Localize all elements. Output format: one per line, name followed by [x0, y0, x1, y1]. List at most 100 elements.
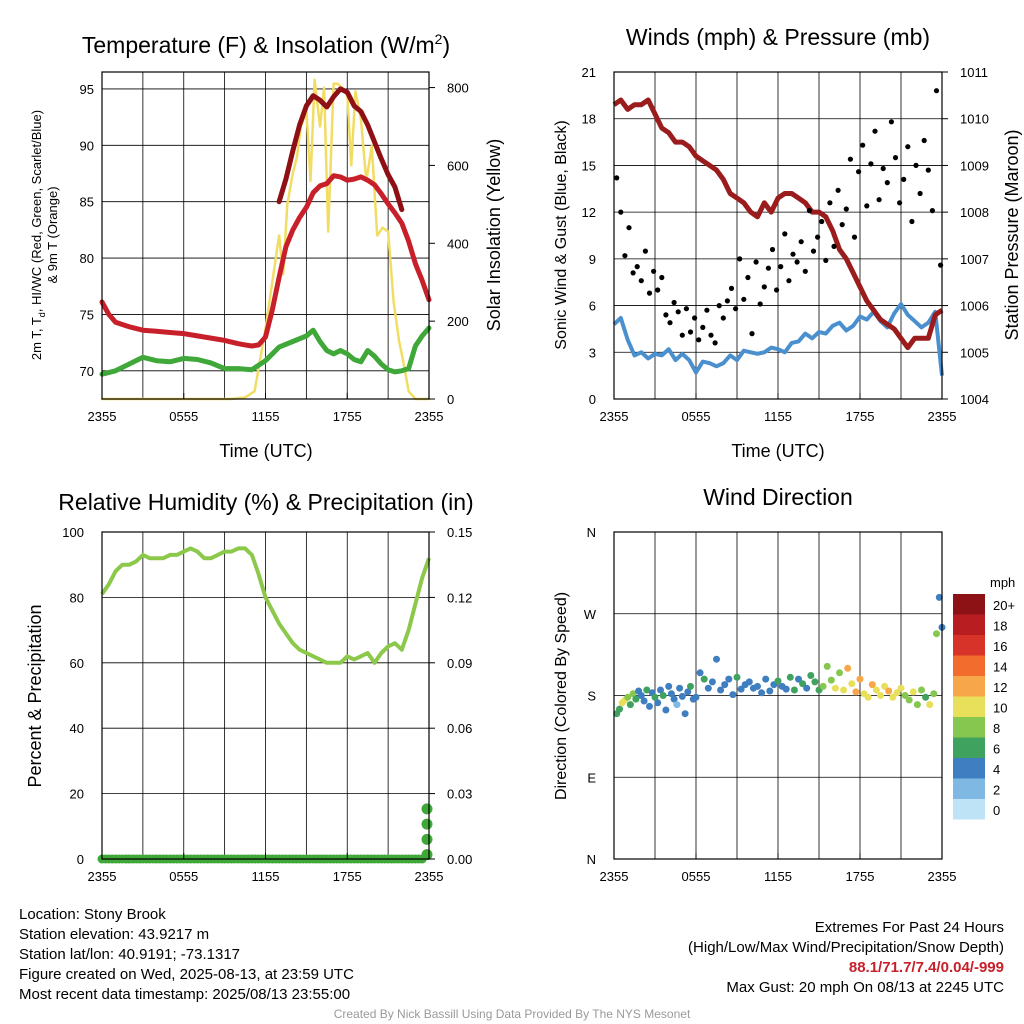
wind-direction-point: [901, 692, 909, 699]
temperature-panel-title: Temperature (F) & Insolation (W/m2): [82, 31, 450, 58]
gust-point: [884, 180, 890, 186]
x-tick-label: 2355: [928, 869, 957, 884]
gust-point: [802, 268, 808, 274]
winds-y-axis-label: Sonic Wind & Gust (Blue, Black): [553, 120, 570, 349]
humidity-series: [97, 546, 433, 864]
wind-direction-point: [926, 701, 934, 709]
wind-direction-point: [626, 701, 634, 709]
gust-point: [728, 285, 735, 291]
wind-direction-point: [646, 702, 653, 710]
wind-direction-point: [640, 697, 648, 705]
temperature-series-line: [99, 173, 432, 349]
temperature-series: [99, 78, 432, 401]
legend-label: 0: [993, 803, 1000, 818]
humidity-panel: Relative Humidity (%) & Precipitation (i…: [25, 489, 474, 884]
x-tick-label: 2355: [928, 409, 957, 424]
x-tick-label: 1755: [846, 869, 875, 884]
x-tick-label: 1155: [252, 869, 280, 884]
gust-point: [757, 301, 763, 307]
y2-tick-label: 600: [447, 158, 469, 173]
gust-point: [929, 208, 936, 214]
y2-tick-label: 1011: [960, 65, 988, 80]
y2-tick-label: 1010: [960, 112, 989, 127]
temperature-series-line: [100, 78, 431, 401]
wind-direction-point: [665, 682, 673, 690]
gust-point: [819, 218, 825, 225]
gust-point: [675, 309, 681, 315]
wind-direction-point: [667, 690, 675, 698]
gust-point: [630, 270, 636, 276]
gust-point: [614, 175, 620, 181]
wind-direction-point: [725, 675, 733, 683]
gust-point: [655, 287, 661, 293]
legend-label: 12: [993, 680, 1007, 695]
humidity-panel-title: Relative Humidity (%) & Precipitation (i…: [58, 489, 473, 515]
y-tick-label: 0: [77, 852, 84, 867]
gust-point: [765, 265, 772, 271]
gust-point: [712, 340, 718, 346]
humidity-ticks: 2355 0555 1155 1755 2355 0 20 40 60 80 100 0.00 0.03…: [62, 525, 472, 884]
extremes-subtitle: (High/Low/Max Wind/Precipitation/Snow De…: [688, 939, 1004, 956]
wind-direction-point: [848, 680, 856, 688]
legend-label: 6: [993, 742, 1000, 757]
wind-direction-point: [654, 699, 662, 707]
legend-label: 4: [993, 762, 1000, 777]
wind-direction-point: [737, 685, 745, 693]
gust-point: [733, 306, 739, 312]
extremes-title: Extremes For Past 24 Hours: [814, 919, 1004, 936]
wind-direction-point: [637, 692, 645, 699]
temperature-y-axis-label-line1: 2m T, Td, HI/WC (Red, Green, Scarlet/Blu…: [29, 110, 47, 360]
y-tick-label: 40: [70, 721, 84, 736]
humidity-grid: [102, 532, 429, 859]
wind-direction-point: [913, 701, 921, 709]
y-tick-label: 20: [70, 787, 84, 802]
winds-series: [612, 88, 944, 376]
wind-direction-point: [657, 686, 664, 694]
y-tick-label: 60: [70, 656, 84, 671]
wind-direction-point: [790, 686, 798, 694]
wind-direction-point: [909, 688, 917, 696]
y-tick-label: 95: [80, 82, 94, 97]
y-tick-label: 9: [589, 252, 596, 267]
speed-legend: mph 20+ 18 16 14 12 10 8 6 4 2 0: [953, 575, 1015, 820]
wind-direction-point: [897, 684, 905, 692]
wind-direction-point: [852, 688, 860, 696]
x-tick-label: 0555: [682, 869, 711, 884]
y2-tick-label: 1004: [960, 392, 989, 407]
temperature-series-line: [276, 86, 405, 213]
insolation-y-axis-label: Solar Insolation (Yellow): [484, 139, 504, 331]
gust-point: [782, 231, 788, 237]
x-tick-label: 1755: [846, 409, 875, 424]
y2-tick-label: 0.00: [447, 852, 472, 867]
x-tick-label: 2355: [600, 869, 629, 884]
wind-direction-point: [629, 690, 637, 698]
gust-point: [769, 246, 776, 253]
wind-direction-point: [922, 693, 930, 701]
gust-point: [888, 119, 895, 125]
wind-direction-point: [670, 695, 678, 703]
gust-point: [868, 161, 874, 167]
wind-direction-point: [782, 685, 790, 693]
x-tick-label: 2355: [415, 409, 444, 424]
wind-direction-point: [704, 684, 712, 692]
gust-point: [737, 256, 743, 262]
wind-direction-point: [721, 681, 729, 689]
humidity-line: [100, 546, 431, 665]
wind-direction-point: [811, 678, 819, 686]
gust-point: [786, 278, 792, 284]
wind-direction-point: [877, 692, 884, 699]
y-tick-label: N: [587, 525, 596, 540]
wind-direction-ticks: 2355 0555 1155 1755 2355 N E S W N: [584, 525, 957, 884]
wind-direction-point: [713, 655, 720, 663]
gust-point: [876, 197, 882, 203]
gust-point: [843, 206, 849, 212]
recent-timestamp: Most recent data timestamp: 2025/08/13 2…: [19, 986, 351, 1003]
temperature-ticks: 2355 0555 1155 1755 2355 70 75 80 85 90 95 0 200 400 6…: [80, 81, 469, 424]
temperature-grid: [102, 72, 429, 399]
gust-point: [753, 259, 759, 265]
winds-grid: [614, 72, 942, 399]
station-info: Location: Stony Brook Station elevation:…: [19, 905, 354, 1005]
legend-label: 16: [993, 639, 1007, 654]
wind-direction-point: [717, 686, 725, 694]
gust-point: [671, 299, 677, 306]
